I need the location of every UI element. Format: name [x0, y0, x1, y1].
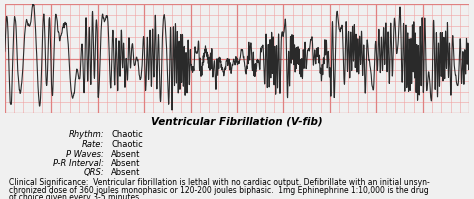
Text: Rate:: Rate:: [82, 140, 104, 149]
Text: Chaotic: Chaotic: [111, 130, 143, 139]
Text: Absent: Absent: [111, 150, 141, 159]
Text: chronized dose of 360 joules monophasic or 120-200 joules biphasic.  1mg Ephinep: chronized dose of 360 joules monophasic …: [9, 186, 429, 195]
Text: Chaotic: Chaotic: [111, 140, 143, 149]
Text: Clinical Significance:  Ventricular fibrillation is lethal with no cardiac outpu: Clinical Significance: Ventricular fibri…: [9, 178, 430, 187]
Text: P-R Interval:: P-R Interval:: [53, 159, 104, 168]
Text: Absent: Absent: [111, 168, 141, 177]
Text: P Waves:: P Waves:: [66, 150, 104, 159]
Text: Absent: Absent: [111, 159, 141, 168]
Text: QRS:: QRS:: [83, 168, 104, 177]
Text: Rhythm:: Rhythm:: [69, 130, 104, 139]
Text: of choice given every 3-5 minutes.: of choice given every 3-5 minutes.: [9, 193, 142, 199]
Text: Ventricular Fibrillation (V-fib): Ventricular Fibrillation (V-fib): [151, 116, 323, 126]
